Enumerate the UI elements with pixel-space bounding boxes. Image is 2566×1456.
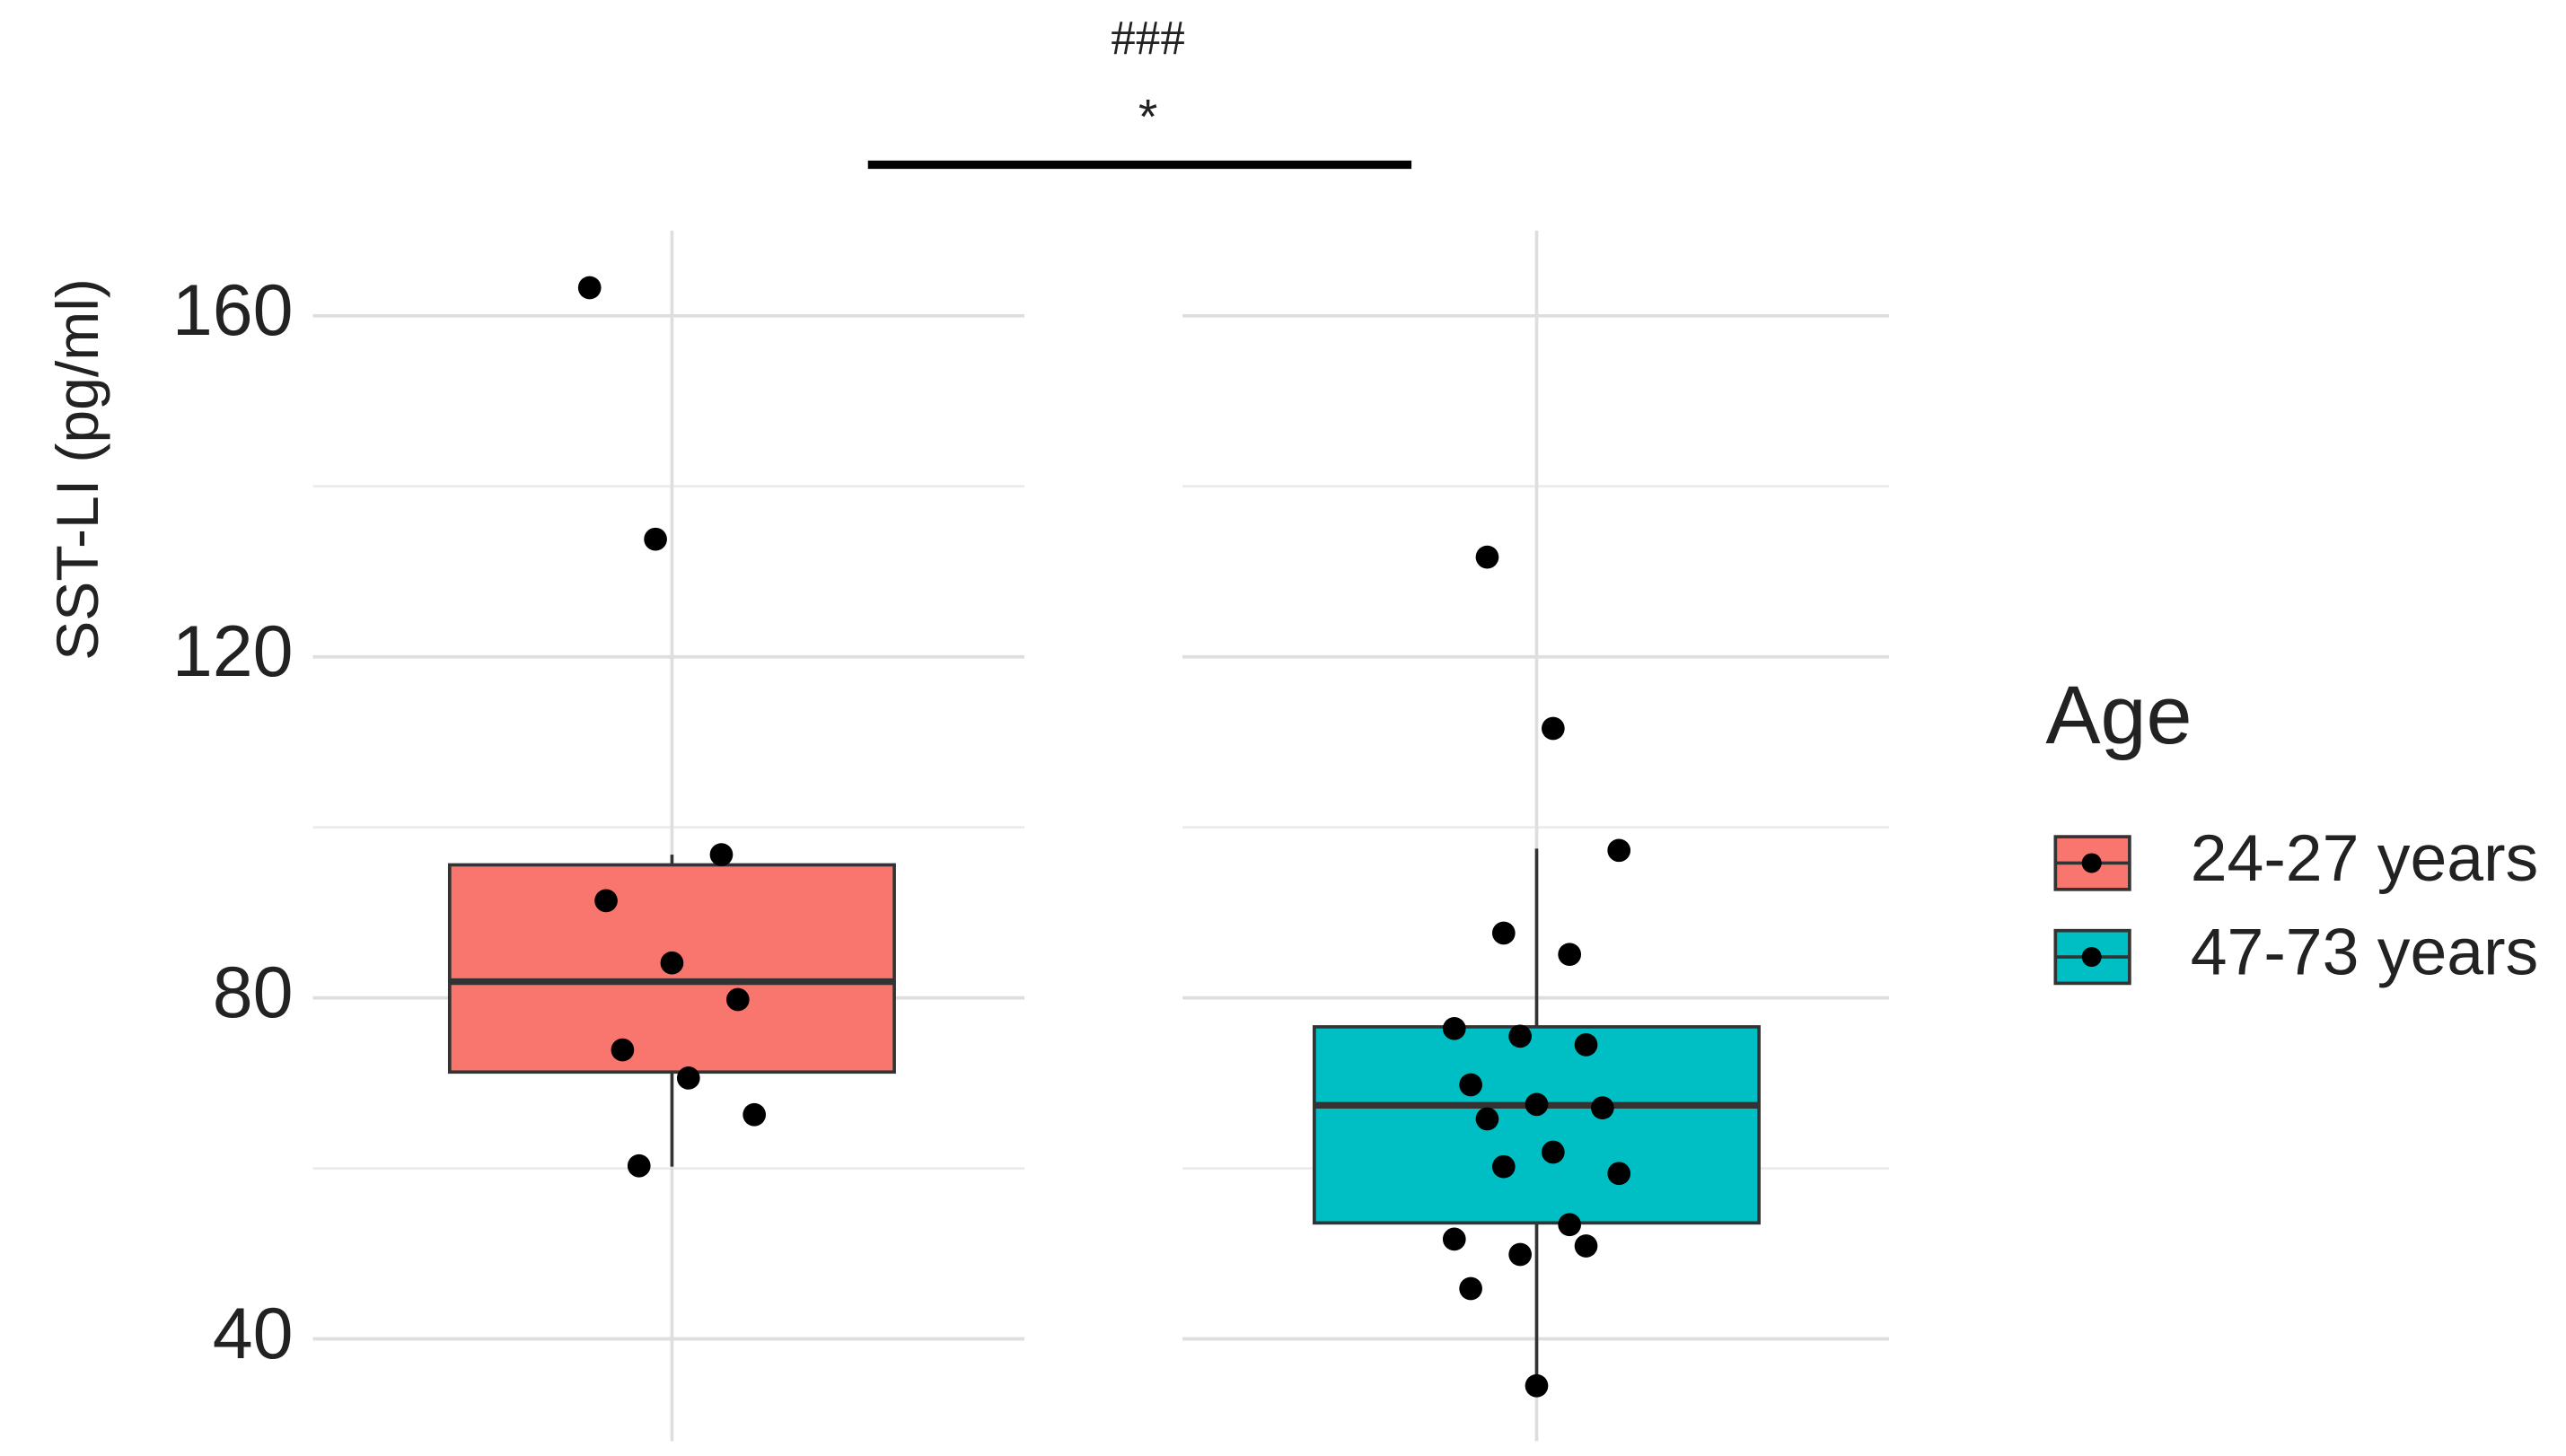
y-tick-label: 160: [172, 270, 294, 351]
data-point: [1491, 1154, 1516, 1179]
legend-key-dot: [2081, 853, 2102, 873]
y-tick-label: 120: [172, 611, 294, 692]
data-point: [611, 1038, 635, 1062]
data-point: [1591, 1096, 1614, 1119]
y-axis-label: SST-LI (pg/ml): [44, 278, 110, 661]
data-point: [1607, 838, 1631, 863]
data-point: [1442, 1227, 1466, 1251]
legend-title: Age: [2045, 670, 2192, 761]
data-point: [1442, 1016, 1466, 1040]
data-point: [1475, 545, 1499, 569]
box: [1313, 1025, 1761, 1225]
data-point: [1542, 1140, 1565, 1164]
annotation: *: [1138, 88, 1157, 144]
annotation: ###: [1111, 10, 1185, 65]
legend-key-dot: [2081, 947, 2102, 968]
data-point: [1459, 1276, 1482, 1301]
data-point: [1558, 1213, 1582, 1237]
y-tick-label: 40: [213, 1294, 294, 1374]
data-point: [1607, 1162, 1631, 1186]
data-point: [1525, 1373, 1549, 1398]
data-point: [1525, 1092, 1549, 1117]
data-point: [676, 1066, 700, 1090]
data-point: [627, 1153, 651, 1178]
data-point: [1574, 1234, 1598, 1258]
data-point: [594, 889, 618, 913]
data-point: [1574, 1033, 1598, 1057]
data-point: [1508, 1024, 1532, 1048]
data-point: [577, 276, 602, 300]
data-point: [644, 527, 667, 551]
data-point: [1558, 943, 1582, 967]
data-point: [1508, 1242, 1532, 1267]
legend-label: 47-73 years: [2191, 915, 2538, 988]
data-point: [1491, 921, 1516, 945]
data-point: [1542, 716, 1565, 741]
legend-label: 24-27 years: [2191, 821, 2538, 895]
y-tick-label: 80: [213, 952, 294, 1033]
data-point: [743, 1102, 766, 1127]
data-point: [1459, 1073, 1482, 1097]
data-point: [725, 987, 750, 1012]
data-point: [1475, 1107, 1499, 1131]
data-point: [660, 951, 684, 975]
data-point: [709, 843, 734, 866]
